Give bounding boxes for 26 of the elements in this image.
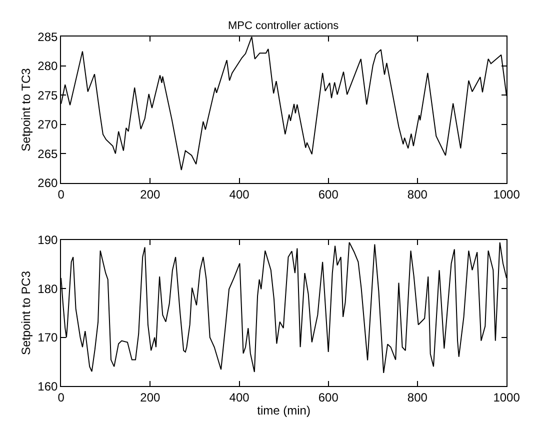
x-tick-label: 800	[407, 390, 428, 404]
y-tick-label: 260	[38, 176, 58, 190]
x-tick-label: 1000	[493, 390, 520, 404]
x-tick-label: 200	[140, 187, 161, 202]
y-tick-label: 190	[38, 233, 58, 248]
y-tick-label: 265	[38, 146, 58, 161]
y-tick-label: 275	[38, 88, 58, 102]
chart-title: MPC controller actions	[228, 20, 340, 32]
x-tick-label: 0	[58, 187, 65, 202]
x-tick-label: 600	[318, 187, 339, 202]
y-tick-label: 170	[38, 330, 58, 345]
y-tick-label: 160	[38, 379, 58, 394]
y-tick-label: 180	[38, 282, 58, 296]
y-tick-label: 285	[38, 30, 58, 44]
y-tick-label: 280	[38, 59, 58, 74]
x-tick-label: 200	[140, 390, 161, 404]
x-tick-label: 400	[229, 390, 250, 404]
x-tick-label: 1000	[493, 187, 520, 202]
x-tick-label: 800	[407, 187, 428, 202]
x-axis-title: time (min)	[257, 403, 310, 418]
y-tick-label: 270	[38, 118, 58, 132]
y-axis-title: Setpoint to PC3	[18, 270, 33, 356]
x-tick-label: 600	[318, 390, 339, 404]
x-tick-label: 400	[229, 187, 250, 202]
y-axis-title: Setpoint to TC3	[18, 68, 33, 152]
x-tick-label: 0	[58, 390, 65, 404]
